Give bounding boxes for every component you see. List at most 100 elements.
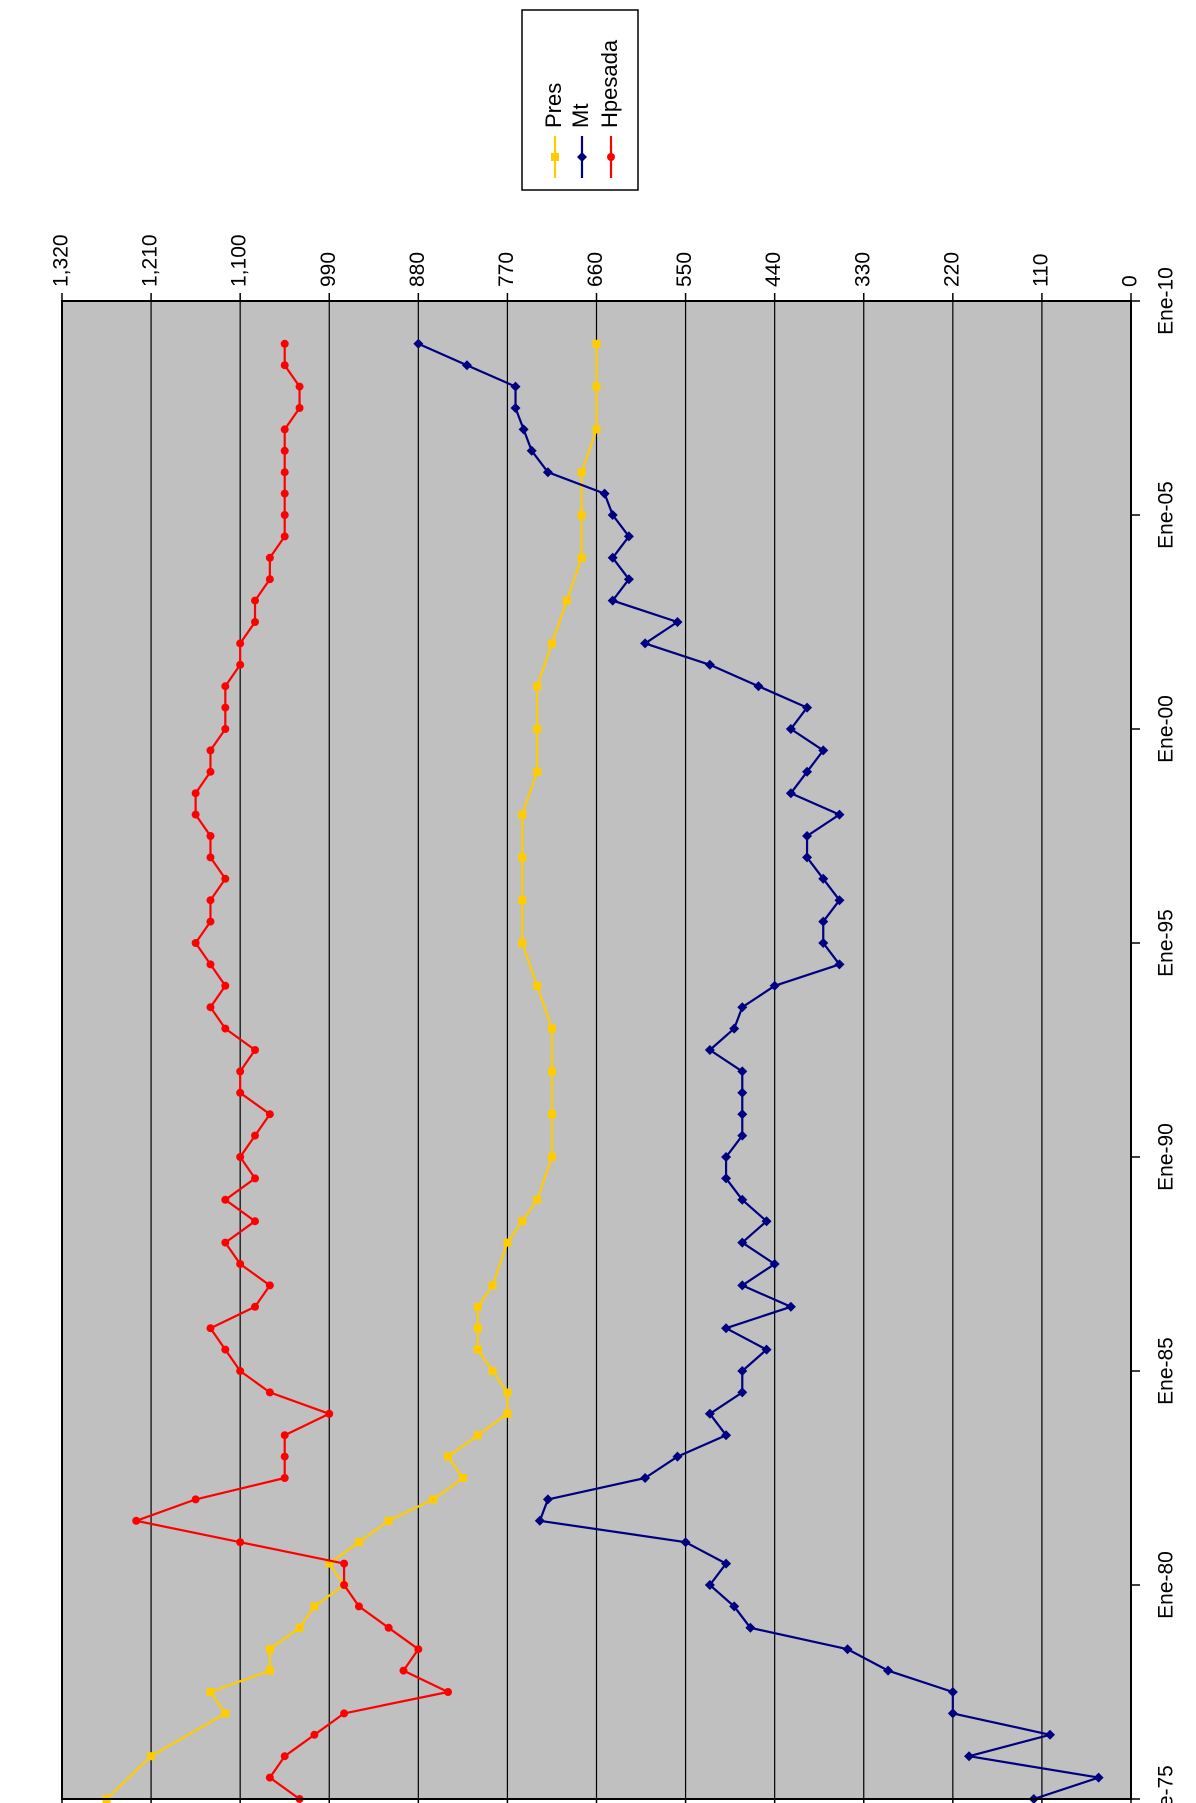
hpesada-point (414, 1645, 423, 1654)
mt-point (737, 1366, 748, 1376)
hpesada-point (221, 682, 230, 691)
mt-point (607, 510, 618, 520)
series-hpesada (132, 339, 453, 1803)
pres-point (221, 1709, 230, 1718)
hpesada-point (295, 382, 304, 391)
mt-point (623, 574, 634, 585)
pres-point (577, 468, 586, 477)
mt-point (461, 360, 472, 371)
mt-point (802, 831, 813, 841)
pres-point (429, 1495, 438, 1504)
pres-point (147, 1752, 156, 1761)
hpesada-point (295, 404, 304, 412)
series-layer (102, 338, 1104, 1803)
mt-point (704, 1408, 715, 1419)
mt-point (526, 445, 537, 456)
pres-point (265, 1666, 274, 1675)
mt-point (785, 724, 796, 734)
mt-point (785, 788, 796, 799)
mt-point (761, 1344, 772, 1355)
mt-point (623, 531, 634, 542)
legend-item-pres: Pres (541, 83, 566, 178)
y-right-tick-label: 440 (762, 252, 785, 287)
hpesada-point (236, 1260, 245, 1268)
hpesada-point (265, 553, 274, 562)
pres-point (518, 810, 527, 819)
pres-point (562, 596, 571, 605)
hpesada-point (280, 446, 289, 455)
pres-point (473, 1431, 482, 1440)
mt-point (510, 381, 521, 392)
mt-point (1093, 1772, 1104, 1783)
hpesada-point (265, 1110, 274, 1119)
mt-point (947, 1708, 958, 1719)
hpesada-point (280, 1452, 289, 1461)
hpesada-point (221, 1238, 230, 1247)
hpesada-point (265, 1773, 274, 1782)
hpesada-point (191, 789, 200, 798)
y-right-tick-label: 330 (851, 252, 874, 287)
hpesada-point (384, 1623, 393, 1632)
mt-point (737, 1130, 748, 1141)
hpesada-point (236, 1367, 245, 1375)
hpesada-point (444, 1688, 453, 1696)
hpesada-point (280, 532, 289, 541)
mt-point (737, 1002, 748, 1013)
y-right-tick-label: 1,100 (228, 234, 251, 287)
x-tick-label: Ene-85 (1155, 1337, 1178, 1405)
x-tick-label: Ene-05 (1155, 481, 1178, 549)
mt-point (834, 809, 845, 820)
x-tick-label: Ene-00 (1155, 695, 1178, 763)
hpesada-point (251, 1131, 260, 1140)
hpesada-point (280, 425, 289, 434)
mt-point (518, 424, 529, 435)
pres-point (503, 1238, 512, 1247)
hpesada-point (221, 703, 230, 712)
pres-point (533, 682, 542, 691)
mt-point (721, 1430, 732, 1441)
pres-point (206, 1688, 215, 1696)
pres-point (547, 1024, 556, 1033)
mt-point (785, 1301, 796, 1312)
hpesada-point (280, 468, 289, 477)
mt-point (721, 1173, 732, 1184)
legend-item-mt: Mt (568, 104, 593, 178)
y-right-tick-label: 110 (1029, 254, 1052, 287)
pres-point (488, 1367, 497, 1375)
legend-label: Mt (568, 104, 593, 128)
hpesada-point (236, 1538, 245, 1547)
mt-point (737, 1087, 748, 1098)
mt-point (818, 873, 829, 884)
mt-point (745, 1622, 756, 1633)
mt-point (542, 467, 553, 478)
mt-point (721, 1152, 732, 1162)
hpesada-point (280, 1431, 289, 1440)
legend-label: Hpesada (597, 39, 622, 128)
mt-point (510, 403, 521, 413)
y-right-tick-label: 880 (406, 252, 429, 287)
pres-point (488, 1281, 497, 1290)
pres-point (533, 767, 542, 776)
pres-point (533, 1195, 542, 1204)
hpesada-point (280, 1752, 289, 1761)
pres-point (325, 1559, 334, 1568)
mt-point (737, 1387, 748, 1398)
hpesada-point (251, 1046, 260, 1054)
hpesada-point (221, 1024, 230, 1033)
mt-point (769, 980, 780, 991)
x-tick-label: Ene-95 (1155, 909, 1178, 977)
hpesada-point (206, 960, 215, 969)
x-tick-label: Ene-80 (1155, 1551, 1178, 1619)
mt-point (737, 1109, 748, 1120)
hpesada-point (280, 1474, 289, 1482)
legend-pres-point (551, 153, 559, 161)
mt-point (704, 1580, 715, 1590)
pres-point (384, 1516, 393, 1525)
series-pres (102, 339, 601, 1803)
mt-point (737, 1066, 748, 1077)
mt-point (834, 959, 845, 970)
hpesada-point (251, 1174, 260, 1183)
y-right-tick-label: 1,320 (50, 234, 73, 287)
pres-point (518, 853, 527, 862)
